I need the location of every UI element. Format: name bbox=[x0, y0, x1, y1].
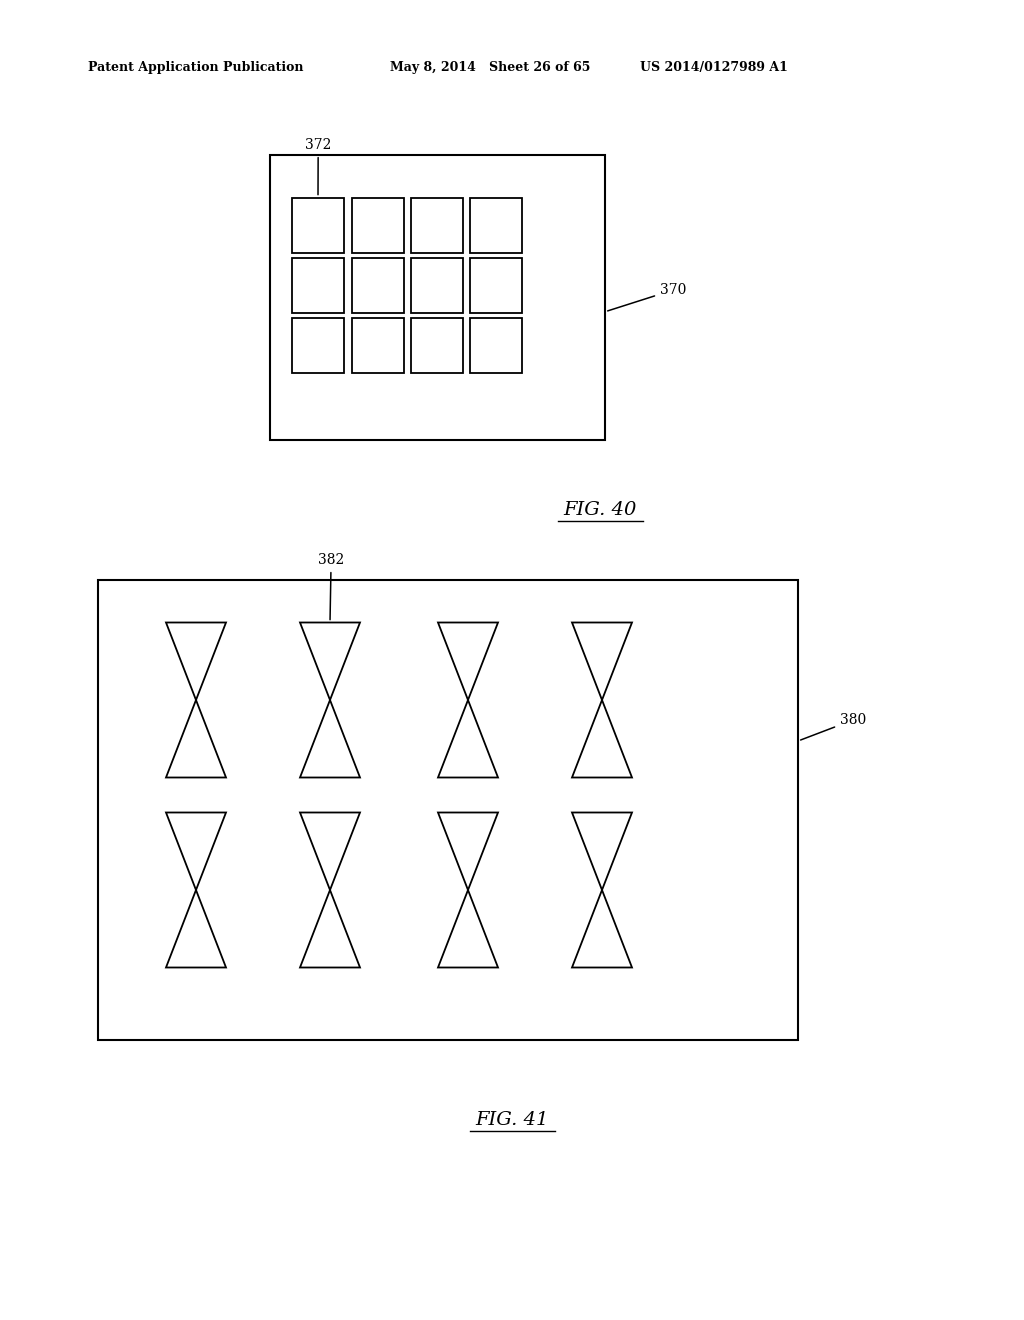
Text: US 2014/0127989 A1: US 2014/0127989 A1 bbox=[640, 62, 787, 74]
Bar bbox=[470, 318, 522, 372]
Text: FIG. 41: FIG. 41 bbox=[475, 1111, 549, 1129]
Bar bbox=[98, 579, 798, 1040]
Bar bbox=[292, 198, 344, 252]
Bar bbox=[470, 198, 522, 252]
Bar bbox=[292, 257, 344, 313]
Text: 382: 382 bbox=[318, 553, 344, 619]
Text: May 8, 2014   Sheet 26 of 65: May 8, 2014 Sheet 26 of 65 bbox=[390, 62, 591, 74]
Bar bbox=[411, 257, 463, 313]
Text: 370: 370 bbox=[607, 282, 686, 312]
Bar bbox=[270, 154, 605, 440]
Bar bbox=[411, 198, 463, 252]
Text: Patent Application Publication: Patent Application Publication bbox=[88, 62, 303, 74]
Bar bbox=[352, 318, 404, 372]
Bar bbox=[470, 257, 522, 313]
Bar bbox=[411, 318, 463, 372]
Bar bbox=[292, 318, 344, 372]
Text: 380: 380 bbox=[801, 713, 866, 741]
Text: 372: 372 bbox=[305, 139, 332, 195]
Text: FIG. 40: FIG. 40 bbox=[563, 502, 637, 519]
Bar bbox=[352, 257, 404, 313]
Bar bbox=[352, 198, 404, 252]
